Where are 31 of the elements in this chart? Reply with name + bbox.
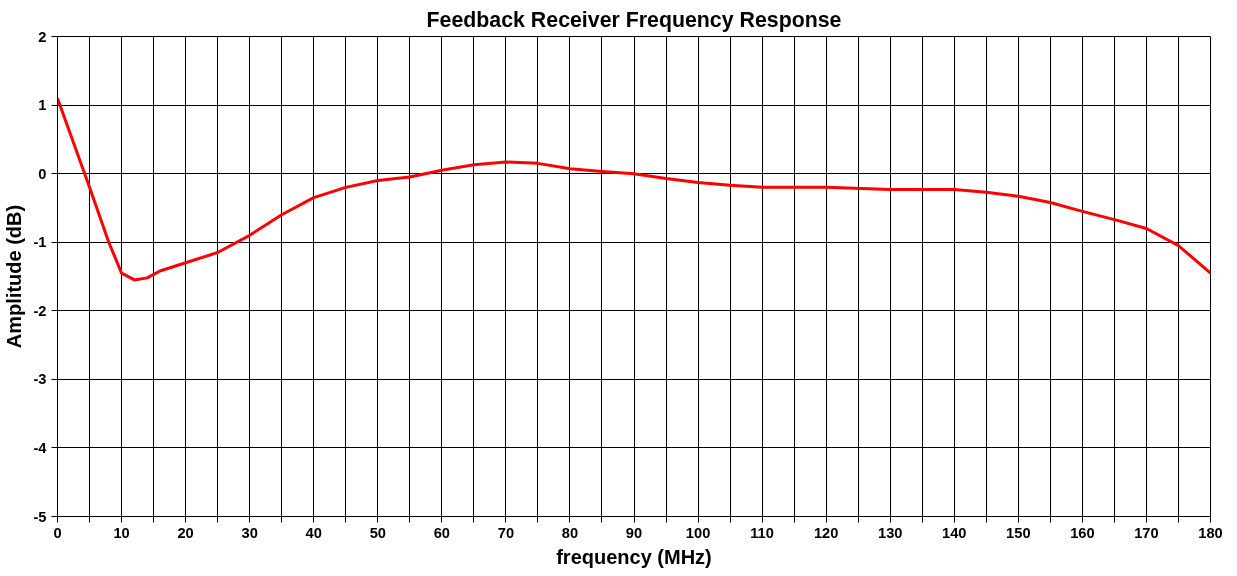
y-tick-label: 2 bbox=[38, 28, 47, 45]
x-tick-label: 130 bbox=[878, 524, 903, 541]
y-tick-label: -5 bbox=[33, 508, 47, 525]
x-tick-label: 30 bbox=[241, 524, 258, 541]
x-tick-label: 170 bbox=[1134, 524, 1159, 541]
x-tick-label: 50 bbox=[369, 524, 386, 541]
x-tick-label: 180 bbox=[1198, 524, 1223, 541]
x-tick-label: 100 bbox=[685, 524, 711, 541]
y-tick-label: 0 bbox=[38, 165, 47, 182]
line-series bbox=[57, 96, 1211, 282]
y-tick-label: -3 bbox=[33, 371, 47, 388]
x-tick-label: 120 bbox=[813, 524, 839, 541]
y-tick-label: -2 bbox=[33, 302, 47, 319]
x-tick-label: 80 bbox=[561, 524, 579, 541]
x-tick-label: 60 bbox=[433, 524, 450, 541]
x-tick-label: 70 bbox=[497, 524, 515, 541]
y-tick-label: -1 bbox=[33, 234, 47, 251]
x-tick-label: 160 bbox=[1070, 524, 1095, 541]
y-axis-title: Amplitude (dB) bbox=[3, 204, 26, 349]
x-tick-label: 20 bbox=[177, 524, 194, 541]
x-tick-label: 40 bbox=[305, 524, 322, 541]
y-tick-label: 1 bbox=[38, 97, 47, 114]
x-tick-label: 140 bbox=[942, 524, 967, 541]
chart-title: Feedback Receiver Frequency Response bbox=[426, 7, 842, 32]
x-tick-label: 0 bbox=[53, 524, 62, 541]
x-tick-label: 10 bbox=[113, 524, 130, 541]
x-tick-label: 150 bbox=[1006, 524, 1031, 541]
x-tick-label: 110 bbox=[750, 524, 774, 541]
x-tick-label: 90 bbox=[625, 524, 643, 541]
y-tick-label: -4 bbox=[33, 439, 48, 456]
x-axis-title: frequency (MHz) bbox=[556, 545, 712, 568]
